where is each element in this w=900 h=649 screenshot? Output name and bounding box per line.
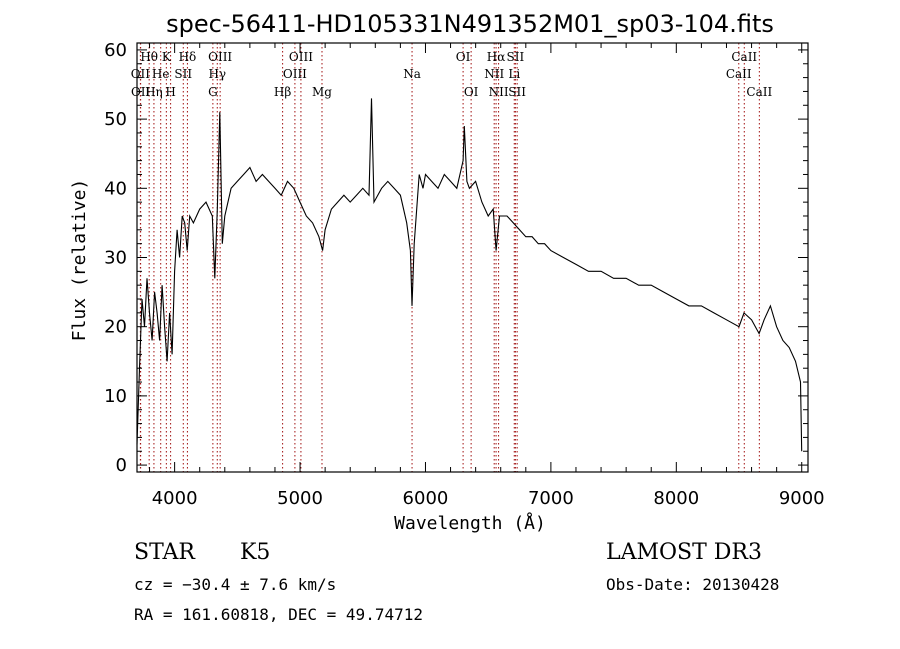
x-tick-label: 4000 xyxy=(152,488,198,509)
spectral-line-label: Na xyxy=(403,67,421,81)
spectral-line-label: Hγ xyxy=(208,67,226,81)
x-axis-label: Wavelength (Å) xyxy=(394,512,546,534)
spectral-line-label: CaII xyxy=(746,85,772,99)
y-tick-label: 10 xyxy=(104,386,127,407)
spectral-line-label: OII xyxy=(131,85,151,99)
y-tick-label: 60 xyxy=(104,40,127,61)
spectrum-line xyxy=(136,98,803,452)
y-tick-label: 30 xyxy=(104,248,127,269)
plot-area: 4000 5000 6000 7000 8000 9000 0 10 20 30 40 50 60 H… xyxy=(104,40,825,509)
spectral-line-label: NII xyxy=(489,85,509,99)
spectral-line-label: Hη xyxy=(145,85,163,99)
spectral-line-label: Hδ xyxy=(179,50,197,64)
y-axis-label: Flux (relative) xyxy=(69,179,90,342)
spectral-line-label: NII xyxy=(484,67,504,81)
x-axis-ticks: 4000 5000 6000 7000 8000 9000 xyxy=(149,43,825,509)
spectral-line-label: OII xyxy=(131,67,151,81)
x-tick-label: 6000 xyxy=(403,488,449,509)
spectral-line-label: OIII xyxy=(289,50,313,64)
x-tick-label: 5000 xyxy=(277,488,323,509)
spectral-line-label: He xyxy=(152,67,170,81)
object-class: STAR xyxy=(134,540,196,565)
y-tick-label: 0 xyxy=(116,455,127,476)
spectral-line-label: SII xyxy=(174,67,192,81)
spectral-line-label: Hθ xyxy=(140,50,158,64)
y-axis-ticks: 0 10 20 30 40 50 60 xyxy=(104,40,808,476)
spectral-line-label: CaII xyxy=(726,67,752,81)
plot-frame xyxy=(136,42,809,473)
spectral-line-label: Li xyxy=(508,67,520,81)
coordinates: RA = 161.60818, DEC = 49.74712 xyxy=(134,605,423,624)
y-tick-label: 50 xyxy=(104,109,127,130)
spectral-line-label: G xyxy=(208,85,218,99)
y-tick-label: 20 xyxy=(104,317,127,338)
spectral-line-label: OIII xyxy=(208,50,232,64)
survey-name: LAMOST DR3 xyxy=(606,540,762,565)
redshift-cz: cz = −30.4 ± 7.6 km/s xyxy=(134,575,336,594)
spectral-line-label: SII xyxy=(508,85,526,99)
y-tick-label: 40 xyxy=(104,178,127,199)
spectral-line-label: H xyxy=(165,85,175,99)
spectral-line-label: K xyxy=(162,50,172,64)
observation-date: Obs-Date: 20130428 xyxy=(606,575,779,594)
spectral-line-label: Hα xyxy=(487,50,506,64)
x-tick-label: 7000 xyxy=(528,488,574,509)
spectral-line-label: OI xyxy=(456,50,471,64)
chart-title: spec-56411-HD105331N491352M01_sp03-104.f… xyxy=(166,10,774,38)
x-tick-label: 8000 xyxy=(653,488,699,509)
x-tick-label: 9000 xyxy=(779,488,825,509)
spectral-line-label: OI xyxy=(464,85,479,99)
spectral-line-label: OIII xyxy=(283,67,307,81)
spectral-line-label: Hβ xyxy=(274,85,291,99)
spectral-line-markers xyxy=(139,43,760,472)
spectral-line-label: SII xyxy=(507,50,525,64)
spectral-line-label: CaII xyxy=(731,50,757,64)
spectral-line-label: Mg xyxy=(312,85,332,99)
object-subclass: K5 xyxy=(240,540,270,565)
